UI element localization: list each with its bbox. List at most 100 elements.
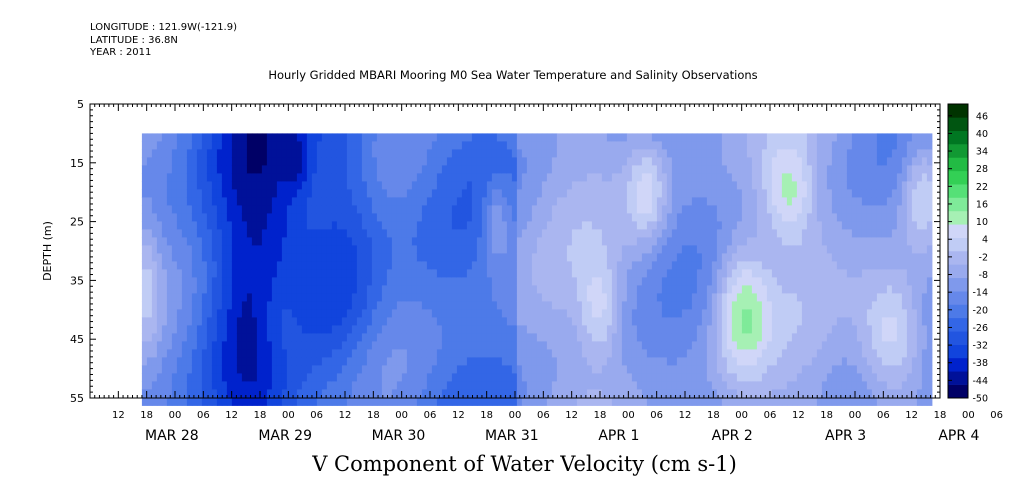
heatmap-cell [511,197,518,206]
heatmap-cell [301,237,308,246]
heatmap-cell [711,397,718,406]
heatmap-cell [831,245,838,254]
heatmap-cell [676,309,683,318]
heatmap-cell [431,157,438,166]
heatmap-cell [736,157,743,166]
heatmap-cell [381,261,388,270]
heatmap-cell [246,269,253,278]
heatmap-cell [146,285,153,294]
heatmap-cell [201,173,208,182]
heatmap-cell [491,349,498,358]
heatmap-cell [181,141,188,150]
heatmap-cell [851,301,858,310]
heatmap-cell [526,349,533,358]
heatmap-cell [246,349,253,358]
heatmap-cell [396,213,403,222]
heatmap-cell [216,293,223,302]
heatmap-cell [781,285,788,294]
heatmap-cell [581,173,588,182]
heatmap-cell [221,381,228,390]
heatmap-cell [716,213,723,222]
heatmap-cell [741,325,748,334]
heatmap-cell [616,245,623,254]
heatmap-cell [451,309,458,318]
heatmap-cell [846,157,853,166]
heatmap-cell [511,325,518,334]
heatmap-cell [171,205,178,214]
heatmap-cell [596,181,603,190]
heatmap-cell [791,373,798,382]
heatmap-cell [831,173,838,182]
heatmap-cell [401,301,408,310]
heatmap-cell [716,373,723,382]
heatmap-cell [761,317,768,326]
heatmap-cell [151,165,158,174]
heatmap-cell [816,285,823,294]
heatmap-cell [406,357,413,366]
heatmap-cell [321,309,328,318]
heatmap-cell [511,277,518,286]
heatmap-cell [306,317,313,326]
heatmap-cell [691,189,698,198]
heatmap-cell [766,181,773,190]
heatmap-cell [231,309,238,318]
heatmap-cell [681,237,688,246]
heatmap-cell [271,157,278,166]
heatmap-cell [756,189,763,198]
heatmap-cell [481,205,488,214]
heatmap-cell [866,181,873,190]
heatmap-cell [321,389,328,398]
heatmap-cell [556,173,563,182]
heatmap-cell [456,373,463,382]
heatmap-cell [446,333,453,342]
heatmap-cell [381,301,388,310]
heatmap-cell [651,301,658,310]
heatmap-cell [766,269,773,278]
heatmap-cell [676,341,683,350]
heatmap-cell [471,245,478,254]
heatmap-cell [321,397,328,406]
heatmap-cell [441,381,448,390]
heatmap-cell [626,237,633,246]
heatmap-cell [316,133,323,142]
heatmap-cell [196,229,203,238]
heatmap-cell [386,149,393,158]
heatmap-cell [451,149,458,158]
heatmap-cell [396,205,403,214]
heatmap-cell [216,285,223,294]
heatmap-cell [281,237,288,246]
heatmap-cell [386,269,393,278]
heatmap-cell [236,181,243,190]
heatmap-cell [581,325,588,334]
heatmap-cell [846,317,853,326]
heatmap-cell [186,341,193,350]
heatmap-cell [671,365,678,374]
heatmap-cell [826,357,833,366]
heatmap-cell [436,181,443,190]
heatmap-cell [381,277,388,286]
heatmap-cell [596,173,603,182]
heatmap-cell [166,229,173,238]
heatmap-cell [211,141,218,150]
heatmap-cell [646,205,653,214]
heatmap-cell [631,245,638,254]
heatmap-cell [671,277,678,286]
heatmap-cell [506,205,513,214]
heatmap-cell [766,341,773,350]
heatmap-cell [836,357,843,366]
heatmap-cell [331,165,338,174]
heatmap-cell [641,141,648,150]
heatmap-cell [646,341,653,350]
heatmap-cell [586,357,593,366]
heatmap-cell [411,373,418,382]
heatmap-cell [261,261,268,270]
heatmap-cell [866,149,873,158]
heatmap-cell [741,133,748,142]
heatmap-cell [261,141,268,150]
heatmap-cell [246,293,253,302]
heatmap-cell [856,141,863,150]
heatmap-cell [321,237,328,246]
heatmap-cell [701,133,708,142]
heatmap-cell [266,213,273,222]
